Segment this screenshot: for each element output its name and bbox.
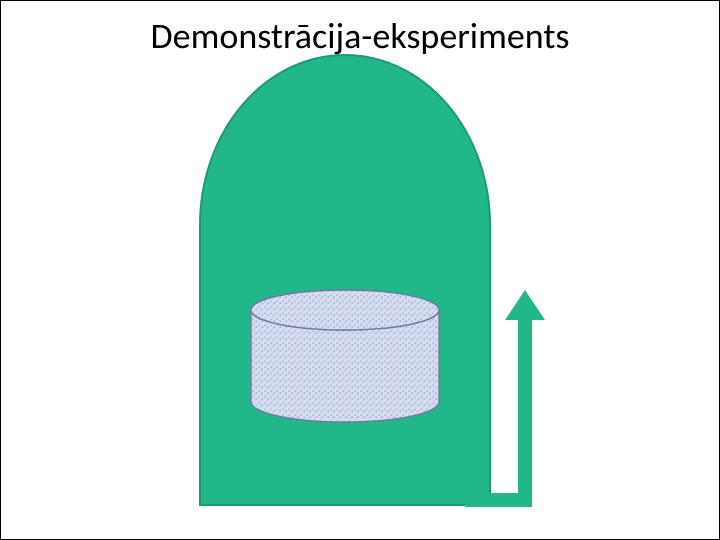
slide-frame <box>0 0 720 540</box>
slide-title: Demonstrācija-eksperiments <box>0 14 720 58</box>
